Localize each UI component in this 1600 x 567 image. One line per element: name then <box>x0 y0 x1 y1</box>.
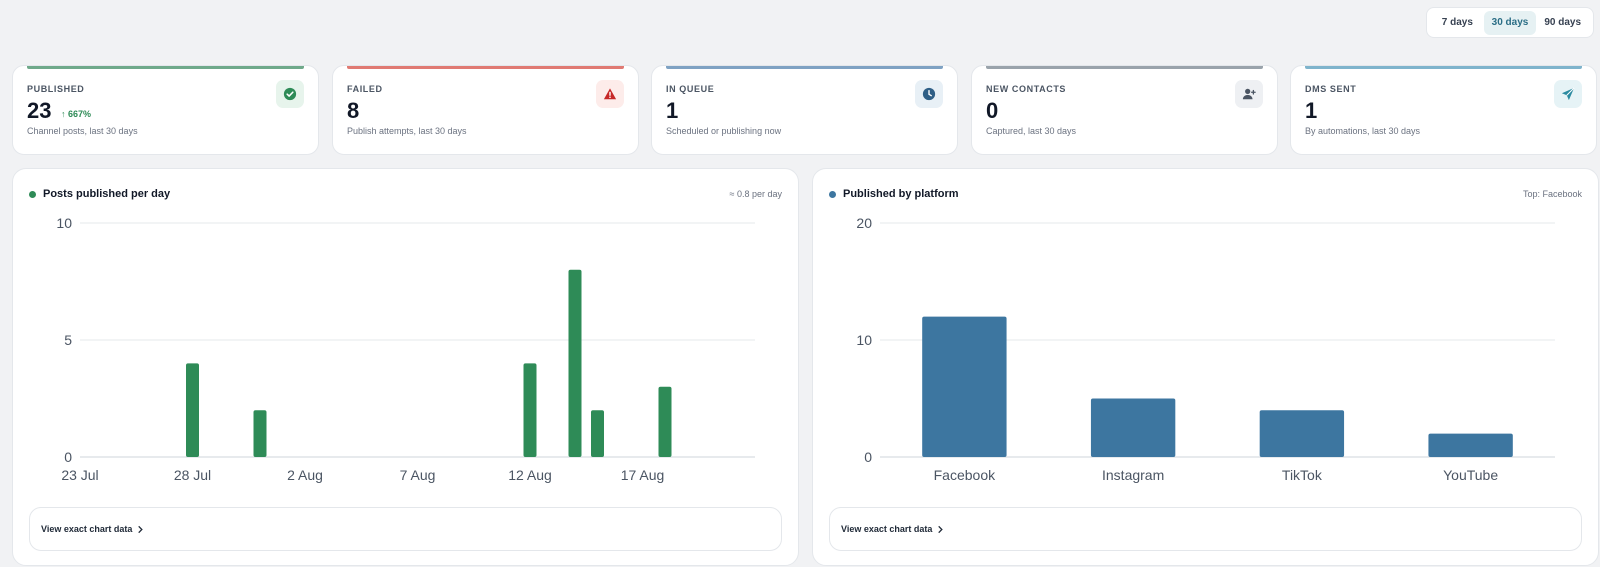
x-tick-label: 23 Jul <box>61 467 98 483</box>
kpi-value: 1 <box>666 98 679 123</box>
posts-per-day-chart: 0 5 10 23 Jul 28 Jul 2 Aug 7 Aug 12 Aug 17 Aug <box>56 215 755 483</box>
range-30-days-button[interactable]: 30 days <box>1483 10 1537 35</box>
kpi-label: IN QUEUE <box>666 84 715 94</box>
kpi-label: DMS SENT <box>1305 84 1357 94</box>
kpi-label: PUBLISHED <box>27 84 85 94</box>
chevron-right-icon <box>938 525 944 533</box>
range-selector: 7 days 30 days 90 days <box>1426 7 1594 38</box>
x-tick-label: YouTube <box>1443 467 1498 483</box>
y-tick-label: 0 <box>64 449 72 465</box>
y-tick-label: 10 <box>56 215 72 231</box>
published-by-platform-chart: 0 10 20 Facebook Instagram TikTok YouTube <box>856 215 1555 483</box>
send-icon <box>1554 80 1582 108</box>
series-dot <box>29 190 36 198</box>
bar <box>1090 398 1176 457</box>
x-tick-label: Facebook <box>934 467 996 483</box>
kpi-subtitle: Channel posts, last 30 days <box>27 126 138 136</box>
kpi-card-new-contacts: NEW CONTACTS 0 Captured, last 30 days <box>971 65 1278 155</box>
view-chart-data-button[interactable]: View exact chart data <box>29 507 782 551</box>
panel-title: Published by platform <box>829 188 959 200</box>
bar <box>568 269 582 457</box>
kpi-label: NEW CONTACTS <box>986 84 1067 94</box>
panel-title-text: Published by platform <box>843 188 959 200</box>
kpi-delta: ↑ 667% <box>61 109 92 119</box>
kpi-accent-bar <box>27 66 304 69</box>
x-tick-label: 17 Aug <box>621 467 665 483</box>
kpi-card-in-queue: IN QUEUE 1 Scheduled or publishing now <box>651 65 958 155</box>
kpi-value: 8 <box>347 98 360 123</box>
x-tick-label: 2 Aug <box>287 467 323 483</box>
range-7-days-button[interactable]: 7 days <box>1441 16 1473 28</box>
kpi-accent-bar <box>347 66 624 69</box>
kpi-accent-bar <box>666 66 943 69</box>
kpi-card-failed: FAILED 8 Publish attempts, last 30 days <box>332 65 639 155</box>
check-circle-icon <box>276 80 304 108</box>
panel-title: Posts published per day <box>29 188 170 200</box>
kpi-accent-bar <box>986 66 1263 69</box>
x-tick-label: 7 Aug <box>400 467 436 483</box>
bar <box>922 316 1007 457</box>
view-chart-data-button[interactable]: View exact chart data <box>829 507 1582 551</box>
bar <box>523 363 537 457</box>
clock-icon <box>915 80 943 108</box>
y-tick-label: 5 <box>64 332 72 348</box>
bar <box>658 386 672 457</box>
series-dot <box>829 190 836 198</box>
x-tick-label: 12 Aug <box>508 467 552 483</box>
posts-per-day-panel: Posts published per day ≈ 0.8 per day 0 5… <box>12 168 799 566</box>
panel-note: Top: Facebook <box>1522 189 1582 199</box>
x-tick-label: TikTok <box>1282 467 1323 483</box>
y-tick-label: 10 <box>856 332 872 348</box>
kpi-card-dms-sent: DMS SENT 1 By automations, last 30 days <box>1290 65 1597 155</box>
bar <box>253 410 267 457</box>
kpi-subtitle: By automations, last 30 days <box>1305 126 1421 136</box>
bar <box>1428 433 1513 457</box>
kpi-label: FAILED <box>347 84 383 94</box>
panel-note: ≈ 0.8 per day <box>729 189 782 199</box>
bar <box>186 363 199 457</box>
kpi-card-published: PUBLISHED 23 ↑ 667% Channel posts, last … <box>12 65 319 155</box>
bar <box>1259 410 1345 457</box>
kpi-value: 1 <box>1305 98 1318 123</box>
range-90-days-button[interactable]: 90 days <box>1544 16 1582 28</box>
view-chart-data-label: View exact chart data <box>41 524 133 534</box>
panel-title-text: Posts published per day <box>43 188 171 200</box>
published-by-platform-panel: Published by platform Top: Facebook 0 10 2… <box>812 168 1599 566</box>
kpi-subtitle: Scheduled or publishing now <box>666 126 782 136</box>
kpi-value: 0 <box>986 98 999 123</box>
y-tick-label: 0 <box>864 449 872 465</box>
kpi-subtitle: Captured, last 30 days <box>986 126 1077 136</box>
kpi-value: 23 <box>27 98 52 123</box>
y-tick-label: 20 <box>856 215 872 231</box>
x-tick-label: Instagram <box>1102 467 1164 483</box>
warning-icon <box>596 80 624 108</box>
bar <box>591 410 604 457</box>
x-tick-label: 28 Jul <box>174 467 211 483</box>
kpi-accent-bar <box>1305 66 1582 69</box>
add-user-icon <box>1235 80 1263 108</box>
view-chart-data-label: View exact chart data <box>841 524 933 534</box>
chevron-right-icon <box>138 525 144 533</box>
kpi-subtitle: Publish attempts, last 30 days <box>347 126 467 136</box>
